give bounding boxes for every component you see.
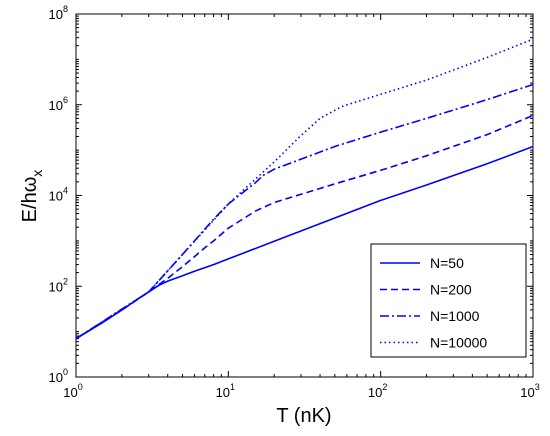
y-tick-label: 100 [49,367,68,385]
x-tick-label: 100 [63,382,82,400]
legend-items: N=50 N=200 N=1000 N=10000 [380,255,487,351]
y-axis-label-sub: x [29,170,45,177]
y-tick-label: 106 [49,95,68,113]
x-axis-label: T (nK) [276,405,331,427]
series-line-dashdot [75,83,534,340]
legend-label: N=1000 [430,308,480,324]
x-tick-label: 101 [216,382,235,400]
y-tick-label: 104 [49,186,68,204]
x-tick-label: 103 [520,382,539,400]
series-line-dashed [75,114,534,340]
legend-box [370,243,527,358]
legend-label: N=200 [430,282,472,298]
y-axis-label-main: E/hω [19,177,41,223]
x-tick-label: 102 [368,382,387,400]
legend-label: N=10000 [430,335,487,351]
series-layer [75,38,534,340]
y-tick-label: 102 [49,276,68,294]
legend: N=50 N=200 N=1000 N=10000 [370,243,527,358]
y-axis-label: E/hωx [19,170,45,223]
axis-ticks: 100 101 102 103 100 102 104 106 108 [49,4,540,400]
legend-label: N=50 [430,255,464,271]
y-tick-label: 108 [49,4,68,22]
